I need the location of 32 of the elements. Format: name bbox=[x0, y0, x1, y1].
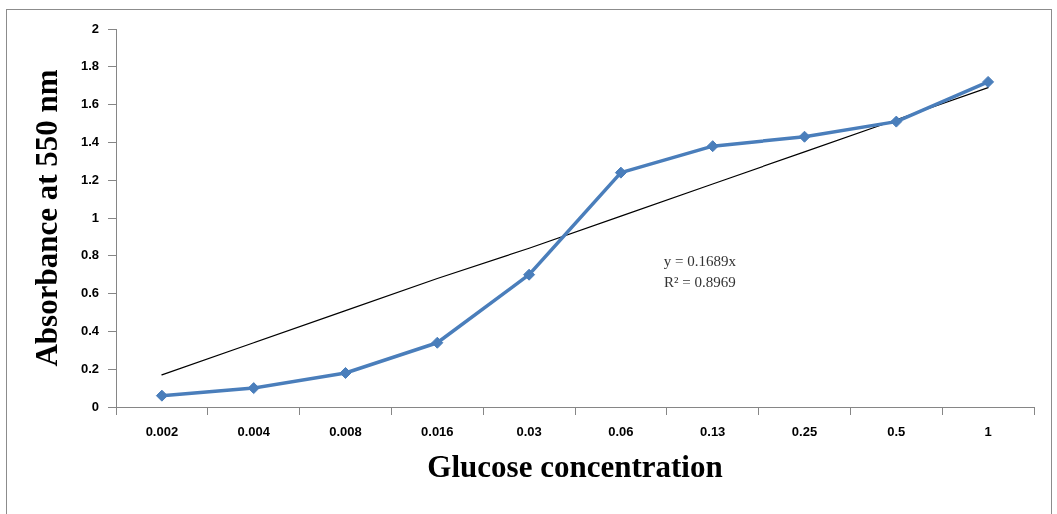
point bbox=[155, 389, 168, 402]
x-tick-label: 0.016 bbox=[421, 424, 454, 440]
y-axis-title: Absorbance at 550 nm bbox=[28, 69, 64, 367]
y-tick-label: 1 bbox=[91, 209, 99, 225]
x-tick-label: 0.008 bbox=[329, 424, 362, 440]
annotation: y = 0.1689x R² = 0.8969 bbox=[663, 252, 737, 290]
y-tick-label: 0.6 bbox=[80, 285, 99, 301]
x-tick-label: 0.25 bbox=[791, 424, 818, 440]
x-tick-label: 0.06 bbox=[608, 424, 634, 440]
y-tick-label: 0.4 bbox=[80, 322, 100, 338]
point bbox=[706, 140, 719, 153]
point bbox=[523, 268, 536, 281]
x-tick-label: 0.002 bbox=[145, 424, 179, 440]
y-tick-label: 1.4 bbox=[80, 133, 100, 149]
point bbox=[798, 130, 811, 143]
y-tick-label: 2 bbox=[91, 20, 99, 36]
point bbox=[614, 166, 627, 179]
point bbox=[431, 336, 444, 349]
x-axis-title: Glucose concentration bbox=[427, 449, 723, 485]
y-tick-label: 1.6 bbox=[80, 96, 99, 112]
y-tick-label: 1.2 bbox=[80, 171, 99, 187]
x-tick-label: 0.03 bbox=[516, 424, 542, 440]
x-tick-label: 0.004 bbox=[237, 424, 271, 440]
y-tick-label: 1.8 bbox=[80, 58, 99, 74]
point bbox=[890, 115, 903, 128]
x-tick-label: 1 bbox=[984, 424, 992, 440]
y-tick-label: 0.2 bbox=[80, 360, 99, 376]
x-tick-label: 0.5 bbox=[887, 424, 906, 440]
x-tick-label: 0.13 bbox=[700, 424, 726, 440]
point bbox=[982, 75, 995, 88]
y-tick-label: 0 bbox=[91, 398, 99, 414]
y-tick-label: 0.8 bbox=[80, 247, 99, 263]
